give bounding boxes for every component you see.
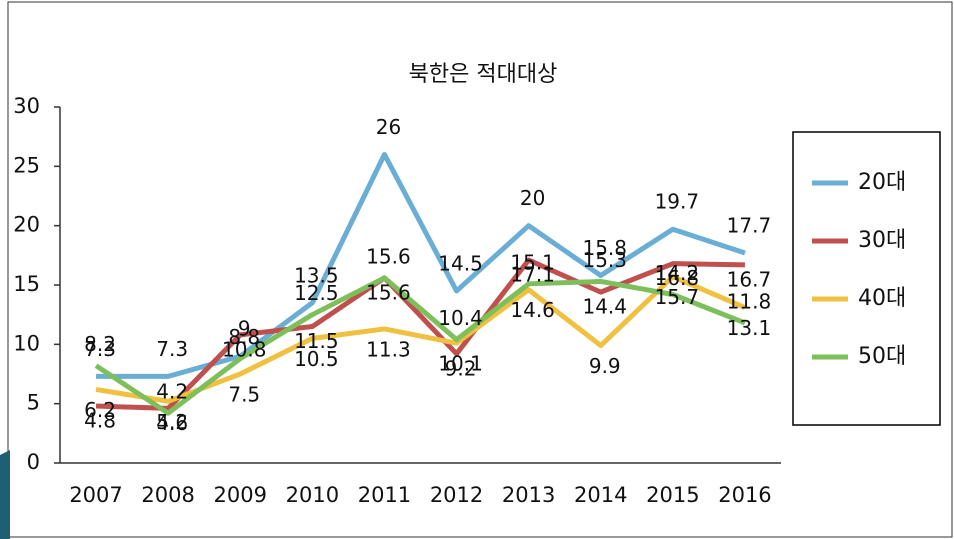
- data-label: 14.5: [438, 251, 483, 275]
- data-label: 17.7: [727, 213, 772, 237]
- series-line: [94, 275, 746, 416]
- data-label: 8.2: [84, 332, 116, 356]
- frame: [7, 1, 953, 538]
- y-tick-label: 25: [13, 153, 40, 177]
- data-label: 7.3: [84, 337, 116, 361]
- data-label: 11.5: [294, 329, 339, 353]
- legend-label: 20대: [858, 170, 906, 195]
- x-tick-label: 2013: [502, 483, 555, 507]
- legend-label: 50대: [858, 344, 906, 369]
- x-tick-label: 2012: [430, 483, 483, 507]
- x-tick-label: 2016: [718, 483, 771, 507]
- y-tick-label: 20: [13, 213, 40, 237]
- data-label: 15.8: [582, 236, 627, 260]
- legend-label: 30대: [858, 228, 906, 253]
- data-label: 7.3: [156, 337, 188, 361]
- decoration: [0, 450, 10, 539]
- x-tick-label: 2011: [358, 483, 411, 507]
- data-label: 7.5: [228, 383, 260, 407]
- data-label: 10.1: [438, 352, 483, 376]
- x-tick-label: 2015: [646, 483, 699, 507]
- data-label: 17.1: [510, 263, 555, 287]
- data-label: 10.4: [438, 306, 483, 330]
- data-label: 15.6: [366, 244, 411, 268]
- x-tick-label: 2010: [286, 483, 339, 507]
- data-label: 8.8: [228, 325, 260, 349]
- data-label: 13.5: [294, 263, 339, 287]
- series-line: [96, 151, 746, 379]
- data-label: 9: [238, 317, 251, 341]
- y-tick-label: 0: [27, 450, 40, 474]
- chart-title: 북한은 적대대상: [409, 62, 558, 87]
- data-label: 19.7: [655, 190, 700, 214]
- data-label: 15.6: [366, 280, 411, 304]
- data-label: 15.7: [655, 285, 700, 309]
- data-label: 12.5: [294, 281, 339, 305]
- data-label: 16.7: [727, 267, 772, 291]
- data-label: 15.3: [582, 248, 627, 272]
- data-label: 26: [376, 115, 401, 139]
- data-label: 16.8: [655, 266, 700, 290]
- data-label: 11.8: [727, 289, 772, 313]
- legend-label: 40대: [858, 286, 906, 311]
- data-label: 15.1: [510, 250, 555, 274]
- x-tick-label: 2007: [69, 483, 122, 507]
- data-label: 9.9: [589, 354, 621, 378]
- data-label: 9.2: [445, 356, 477, 380]
- y-tick-label: 5: [27, 391, 40, 415]
- y-tick-label: 10: [13, 331, 40, 355]
- data-label: 10.5: [294, 347, 339, 371]
- series-line: [95, 257, 745, 411]
- y-tick-label: 30: [13, 94, 40, 118]
- data-label: 4.8: [84, 409, 116, 433]
- data-label: 20: [520, 186, 545, 210]
- data-label: 4.6: [156, 411, 188, 435]
- data-label: 14.6: [510, 298, 555, 322]
- data-label: 11.3: [366, 337, 411, 361]
- data-label: 5.2: [156, 410, 188, 434]
- data-label: 4.2: [156, 380, 188, 404]
- data-label: 14.2: [655, 261, 700, 285]
- data-label: 6.2: [84, 398, 116, 422]
- y-tick-label: 15: [13, 272, 40, 296]
- data-label: 13.1: [727, 316, 772, 340]
- data-label: 14.4: [582, 295, 627, 319]
- data-label: 10.8: [222, 337, 267, 361]
- x-tick-label: 2008: [141, 483, 194, 507]
- x-tick-label: 2014: [574, 483, 627, 507]
- x-tick-label: 2009: [214, 483, 267, 507]
